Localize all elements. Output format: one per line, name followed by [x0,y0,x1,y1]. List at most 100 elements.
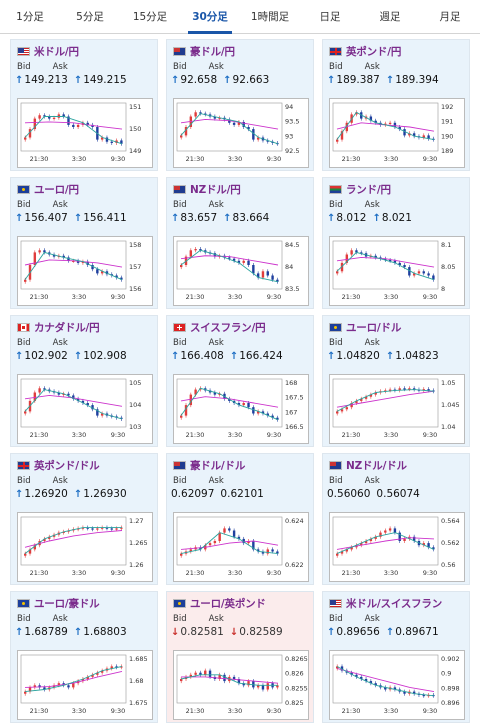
candle [24,553,27,556]
candle [403,265,406,268]
pair-title[interactable]: スイスフラン/円 [190,321,266,334]
x-tick-label: 21:30 [30,293,49,301]
tab-weekly[interactable]: 週足 [379,11,401,23]
candle [62,114,65,117]
moving-average-line [24,389,123,420]
mini-chart[interactable]: 0.564 0.562 0.56 21:30 3:30 9:30 [329,512,465,582]
mini-chart[interactable]: 1.685 1.68 1.675 21:30 3:30 9:30 [17,650,153,720]
price-values: 0.62097 0.62101 [167,486,313,502]
bid-value: 0.62097 [171,488,215,500]
moving-average-line [180,674,278,686]
candlestick-chart: 192 191 190 189 21:30 3:30 9:30 [332,102,453,163]
ask-price: ↑1.26930 [74,488,127,502]
mini-chart[interactable]: 151 150 149 21:30 3:30 9:30 [17,98,153,168]
tab-daily[interactable]: 日足 [319,11,341,23]
pair-title[interactable]: ランド/円 [346,183,391,196]
pair-title[interactable]: 英ポンド/ドル [34,459,100,472]
currency-card[interactable]: NZドル/ドル Bid Ask 0.56060 0.56074 0.564 0.562 0.5… [322,453,470,585]
pair-title[interactable]: NZドル/ドル [346,459,407,472]
y-tick-label: 8 [441,285,445,293]
ask-label: Ask [208,476,224,486]
candle [33,118,37,130]
currency-card[interactable]: ユーロ/ドル Bid Ask ↑1.04820 ↑1.04823 1.05 1.045 1.0… [322,315,470,447]
candle [96,269,99,274]
pair-title[interactable]: ユーロ/円 [34,183,79,196]
pair-title[interactable]: 豪ドル/ドル [190,459,246,472]
candle [228,528,231,531]
currency-card[interactable]: ユーロ/円 Bid Ask ↑156.407 ↑156.411 158 157 156 21:3… [10,177,158,309]
x-tick-label: 3:30 [72,293,87,301]
mini-chart[interactable]: 0.8265 0.826 0.8255 0.825 21:30 3:30 9:30 [173,650,309,720]
mini-chart[interactable]: 1.05 1.045 1.04 21:30 3:30 9:30 [329,374,465,444]
pair-title[interactable]: ユーロ/英ポンド [190,597,266,610]
currency-card[interactable]: 豪ドル/円 Bid Ask ↑92.658 ↑92.663 94 93.5 93 92.5 21:… [166,39,314,171]
flag-icon [173,184,186,194]
mini-chart[interactable]: 158 157 156 21:30 3:30 9:30 [17,236,153,306]
candle [388,259,392,262]
currency-card[interactable]: 英ポンド/ドル Bid Ask ↑1.26920 ↑1.26930 1.27 1.265 1.… [10,453,158,585]
currency-card[interactable]: 英ポンド/円 Bid Ask ↑189.387 ↑189.394 192 191 190 189… [322,39,470,171]
currency-card[interactable]: ユーロ/豪ドル Bid Ask ↑1.68789 ↑1.68803 1.685 1.68 1.… [10,591,158,723]
ask-label: Ask [52,614,68,624]
candle [194,389,197,395]
pair-title[interactable]: ユーロ/豪ドル [34,597,100,610]
candle [408,267,411,276]
candle [115,666,118,668]
mini-chart[interactable]: 168 167.5 167 166.5 21:30 3:30 9:30 [173,374,309,444]
tab-5min[interactable]: 5分足 [76,11,104,23]
pair-title[interactable]: 英ポンド/円 [346,45,402,58]
candle [369,538,373,541]
pair-title[interactable]: 米ドル/円 [34,45,79,58]
x-tick-label: 21:30 [342,569,361,577]
price-labels: Bid Ask [167,334,313,348]
pair-title[interactable]: 米ドル/スイスフラン [346,597,443,610]
mini-chart[interactable]: 0.624 0.622 21:30 3:30 9:30 [173,512,309,582]
currency-card[interactable]: カナダドル/円 Bid Ask ↑102.902 ↑102.908 105 104 103 21… [10,315,158,447]
tab-monthly[interactable]: 月足 [439,11,461,23]
candle [110,141,113,143]
x-tick-label: 3:30 [384,707,399,715]
mini-chart[interactable]: 84.5 84 83.5 21:30 3:30 9:30 [173,236,309,306]
currency-card[interactable]: 米ドル/円 Bid Ask ↑149.213 ↑149.215 151 150 149 21:3… [10,39,158,171]
currency-card[interactable]: ランド/円 Bid Ask ↑8.012 ↑8.021 8.1 8.05 8 21:30 3:30… [322,177,470,309]
tab-30min[interactable]: 30分足 [180,0,240,34]
price-labels: Bid Ask [11,58,157,72]
tab-15min[interactable]: 15分足 [132,11,168,23]
moving-average-line [336,111,435,141]
candle [398,388,401,391]
candle [369,394,373,397]
bid-price: 0.56060 [327,488,370,502]
price-labels: Bid Ask [167,610,313,624]
currency-card[interactable]: スイスフラン/円 Bid Ask ↑166.408 ↑166.424 168 167.5 16… [166,315,314,447]
tab-1hour[interactable]: 1時間足 [250,11,290,23]
ask-value: 0.56074 [376,488,420,500]
currency-card[interactable]: NZドル/円 Bid Ask ↑83.657 ↑83.664 84.5 84 83.5 21:3… [166,177,314,309]
candle [28,129,32,138]
tab-1min[interactable]: 1分足 [16,11,44,23]
mini-chart[interactable]: 105 104 103 21:30 3:30 9:30 [17,374,153,444]
mini-chart[interactable]: 8.1 8.05 8 21:30 3:30 9:30 [329,236,465,306]
candle [412,133,416,137]
mini-chart[interactable]: 94 93.5 93 92.5 21:30 3:30 9:30 [173,98,309,168]
mini-chart[interactable]: 0.902 0.9 0.898 0.896 21:30 3:30 9:30 [329,650,465,720]
arrow-up-icon: ↑ [327,75,336,86]
price-values: ↑1.04820 ↑1.04823 [323,348,469,364]
pair-title[interactable]: 豪ドル/円 [190,45,235,58]
ask-value: 149.215 [83,74,127,86]
candle [252,541,255,550]
candle [91,405,94,410]
x-tick-label: 9:30 [267,707,282,715]
currency-card[interactable]: 豪ドル/ドル Bid Ask 0.62097 0.62101 0.624 0.622 21:3… [166,453,314,585]
price-values: ↑1.68789 ↑1.68803 [11,624,157,640]
x-tick-label: 3:30 [72,707,87,715]
candle [180,265,183,268]
pair-title[interactable]: NZドル/円 [190,183,241,196]
mini-chart[interactable]: 192 191 190 189 21:30 3:30 9:30 [329,98,465,168]
price-values: ↑92.658 ↑92.663 [167,72,313,88]
currency-card[interactable]: ユーロ/英ポンド Bid Ask ↓0.82581 ↓0.82589 0.8265 0.82… [166,591,314,723]
pair-title[interactable]: カナダドル/円 [34,321,100,334]
candle [81,527,85,529]
pair-title[interactable]: ユーロ/ドル [346,321,402,334]
mini-chart[interactable]: 1.27 1.265 1.26 21:30 3:30 9:30 [17,512,153,582]
currency-card[interactable]: 米ドル/スイスフラン Bid Ask ↑0.89656 ↑0.89671 0.902 0.9… [322,591,470,723]
